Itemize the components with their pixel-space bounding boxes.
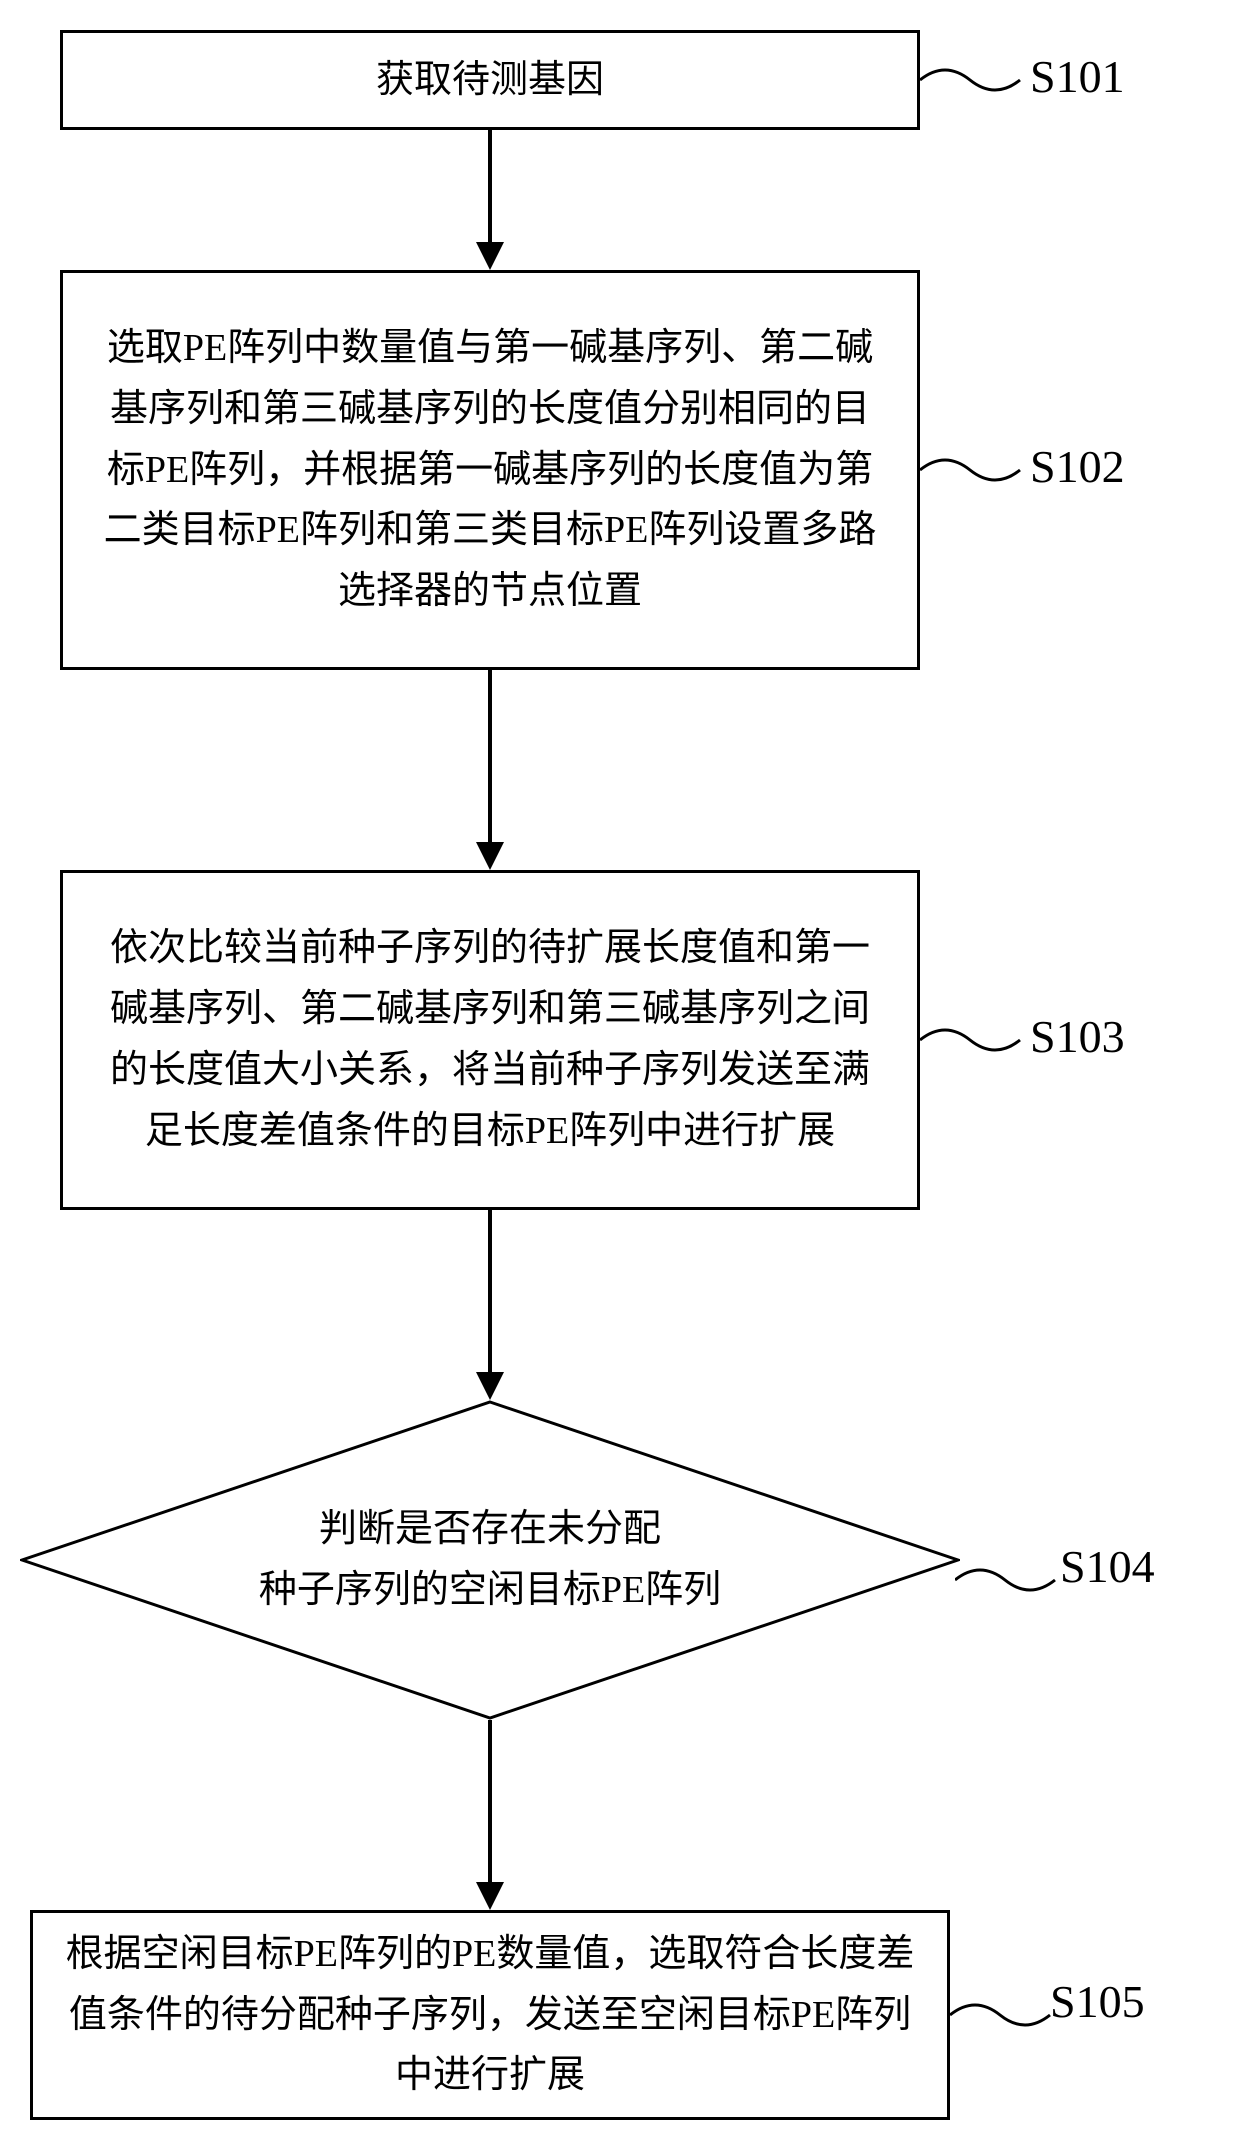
flowchart-container: 获取待测基因 S101 选取PE阵列中数量值与第一碱基序列、第二碱基序列和第三碱… (0, 0, 1240, 2154)
node-text: 选取PE阵列中数量值与第一碱基序列、第二碱基序列和第三碱基序列的长度值分别相同的… (93, 318, 887, 622)
node-text: 判断是否存在未分配 种子序列的空闲目标PE阵列 (259, 1499, 721, 1621)
flowchart-node-s102: 选取PE阵列中数量值与第一碱基序列、第二碱基序列和第三碱基序列的长度值分别相同的… (60, 270, 920, 670)
flowchart-node-s104: 判断是否存在未分配 种子序列的空闲目标PE阵列 (20, 1400, 960, 1720)
node-text: 根据空闲目标PE阵列的PE数量值，选取符合长度差值条件的待分配种子序列，发送至空… (63, 1924, 917, 2106)
flowchart-node-s105: 根据空闲目标PE阵列的PE数量值，选取符合长度差值条件的待分配种子序列，发送至空… (30, 1910, 950, 2120)
connector-squiggle (920, 440, 1030, 500)
flowchart-node-s101: 获取待测基因 (60, 30, 920, 130)
arrow-head-icon (476, 1372, 504, 1400)
node-text: 依次比较当前种子序列的待扩展长度值和第一碱基序列、第二碱基序列和第三碱基序列之间… (93, 918, 887, 1161)
connector-squiggle (920, 1010, 1030, 1070)
flow-arrow (488, 1210, 492, 1375)
connector-squiggle (955, 1550, 1065, 1610)
flowchart-node-s103: 依次比较当前种子序列的待扩展长度值和第一碱基序列、第二碱基序列和第三碱基序列之间… (60, 870, 920, 1210)
arrow-head-icon (476, 1882, 504, 1910)
node-text: 获取待测基因 (376, 50, 604, 111)
arrow-head-icon (476, 842, 504, 870)
step-label-s103: S103 (1030, 1010, 1125, 1063)
step-label-s101: S101 (1030, 50, 1125, 103)
flow-arrow (488, 1720, 492, 1885)
connector-squiggle (950, 1985, 1060, 2045)
step-label-s104: S104 (1060, 1540, 1155, 1593)
step-label-s105: S105 (1050, 1975, 1145, 2028)
connector-squiggle (920, 50, 1030, 110)
arrow-head-icon (476, 242, 504, 270)
flow-arrow (488, 130, 492, 245)
flow-arrow (488, 670, 492, 845)
step-label-s102: S102 (1030, 440, 1125, 493)
